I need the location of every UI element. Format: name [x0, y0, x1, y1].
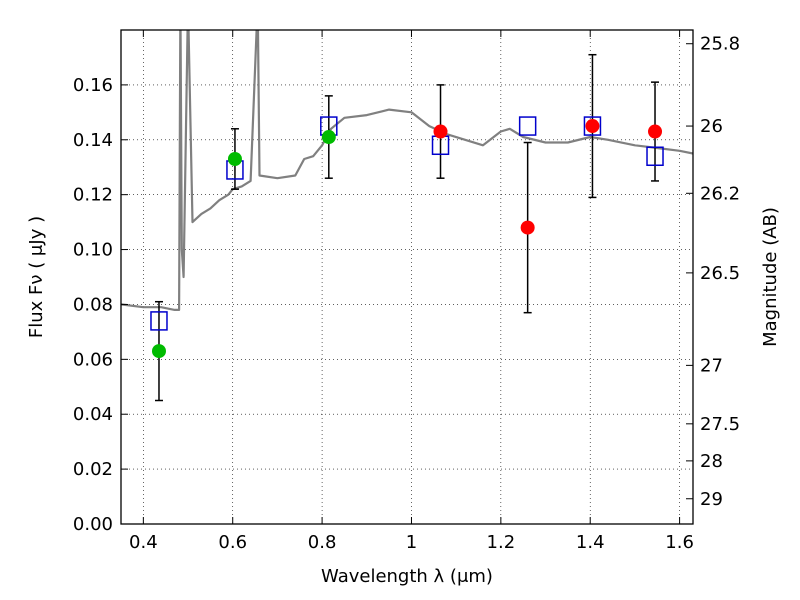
- y-tick-label: 0.12: [73, 185, 113, 206]
- model-flux-marker: [518, 116, 537, 136]
- mag-tick-label: 26: [700, 116, 723, 137]
- model-flux-marker: [583, 116, 602, 136]
- red-data-point: [520, 220, 535, 235]
- x-tick-label: 1.2: [487, 532, 516, 553]
- red-data-point: [648, 124, 663, 139]
- y-tick-label: 0.10: [73, 240, 113, 261]
- y-tick-label: 0.16: [73, 75, 113, 96]
- x-tick-label: 1.6: [665, 532, 694, 553]
- mag-tick-label: 26.2: [700, 183, 740, 204]
- mag-tick-label: 27.5: [700, 414, 740, 435]
- mag-tick-label: 25.8: [700, 34, 740, 55]
- markers: [150, 116, 664, 359]
- plot-background: [121, 30, 693, 524]
- green-data-point: [227, 151, 242, 166]
- x-tick-label: 0.4: [129, 532, 158, 553]
- mag-tick-label: 28: [700, 451, 723, 472]
- mag-tick-label: 26.5: [700, 263, 740, 284]
- green-data-point: [151, 344, 166, 359]
- y-tick-label: 0.14: [73, 130, 113, 151]
- model-flux-marker: [646, 146, 664, 166]
- green-data-point: [321, 130, 336, 145]
- plot-frame: [120, 29, 694, 525]
- y-tick-label: 0.08: [73, 294, 113, 315]
- y-tick-label: 0.04: [73, 404, 113, 425]
- model-spectrum: [121, 30, 693, 311]
- x-tick-label: 1.4: [576, 532, 605, 553]
- mag-tick-label: 27: [700, 355, 723, 376]
- x-tick-label: 0.8: [308, 532, 337, 553]
- x-axis-label: Wavelength λ (μm): [321, 566, 493, 587]
- red-data-point: [585, 119, 600, 134]
- y-tick-label: 0.06: [73, 349, 113, 370]
- x-tick-label: 0.6: [218, 532, 247, 553]
- x-tick-label: 1: [406, 532, 417, 553]
- y-axis-label: Flux Fν ( μJy ): [26, 216, 47, 338]
- model-flux-marker: [150, 311, 168, 331]
- y2-axis-label: Magnitude (AB): [760, 207, 781, 347]
- y-tick-label: 0.00: [73, 514, 113, 535]
- ticks: 0.4 0.6 0.8 1 1.2 1.4 1.6 0.00 0.02 0.04 0.06 0.08 0…: [73, 30, 740, 553]
- model-spectrum-line: [121, 30, 693, 311]
- red-data-point: [433, 124, 448, 139]
- y-tick-label: 0.02: [73, 459, 113, 480]
- mag-tick-label: 29: [700, 489, 723, 510]
